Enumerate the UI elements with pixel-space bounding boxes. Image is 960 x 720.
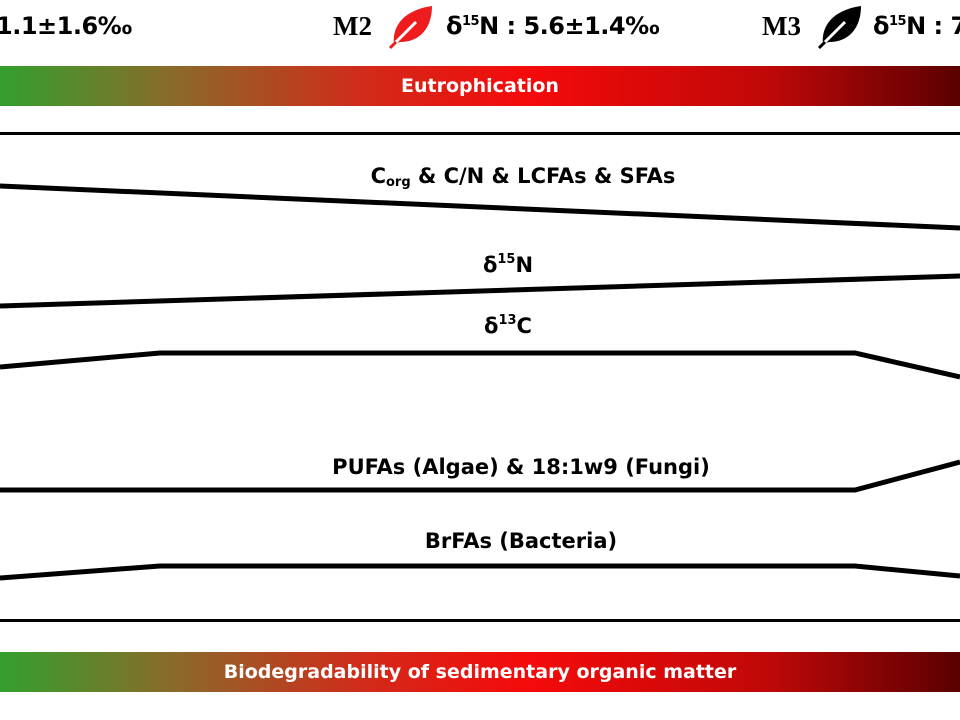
m1-header: 1.1±1.6‰ [0,6,132,46]
d13c-element: C [516,314,532,338]
d15n-delta: δ [482,253,498,277]
eutrophication-label: Eutrophication [401,75,559,97]
m3-delta15n-value: δ15N : 7 [873,12,960,40]
d13c-delta: δ [484,314,499,338]
d15n-label: δ15N [483,253,533,277]
m2-header: M2 δ15N : 5.6±1.4‰ [333,6,660,50]
top-divider-line [0,132,960,135]
m2-delta-symbol: δ [445,12,463,40]
biodegradability-label: Biodegradability of sedimentary organic … [223,661,737,683]
bottom-divider-line [0,619,960,622]
m2-value-text: N : 5.6±1.4‰ [479,12,660,40]
d13c-label: δ13C [484,314,532,338]
black-leaf-icon [815,2,867,50]
m3-delta-symbol: δ [872,12,890,40]
biodegradability-bar: Biodegradability of sedimentary organic … [0,652,960,692]
corg-rest: & C/N & LCFAs & SFAs [410,164,676,188]
m1-delta15n-value: 1.1±1.6‰ [0,12,132,40]
d15n-isotope: 15 [497,252,516,267]
d15n-trend-line [0,273,960,309]
m3-value-text: N : 7 [906,12,960,40]
corg-c: C [370,164,386,188]
m3-label: M3 [762,10,801,41]
pufa-label: PUFAs (Algae) & 18:1w9 (Fungi) [332,455,710,479]
corg-label: Corg & C/N & LCFAs & SFAs [371,164,676,190]
corg-trend-line [0,183,960,231]
m3-isotope: 15 [888,14,907,29]
corg-subscript: org [386,175,411,190]
brfa-label: BrFAs (Bacteria) [424,529,618,553]
m2-isotope: 15 [461,14,480,29]
d13c-isotope: 13 [498,313,517,328]
brfa-trend-line [0,563,960,581]
eutrophication-bar: Eutrophication [0,66,960,106]
d13c-trend-line [0,350,960,380]
m3-header: M3 δ15N : 7 [762,6,960,50]
pufa-trend-line [0,459,960,493]
m2-delta15n-value: δ15N : 5.6±1.4‰ [445,12,660,40]
m2-label: M2 [333,10,372,41]
red-leaf-icon [386,2,438,50]
d15n-element: N [515,253,534,277]
